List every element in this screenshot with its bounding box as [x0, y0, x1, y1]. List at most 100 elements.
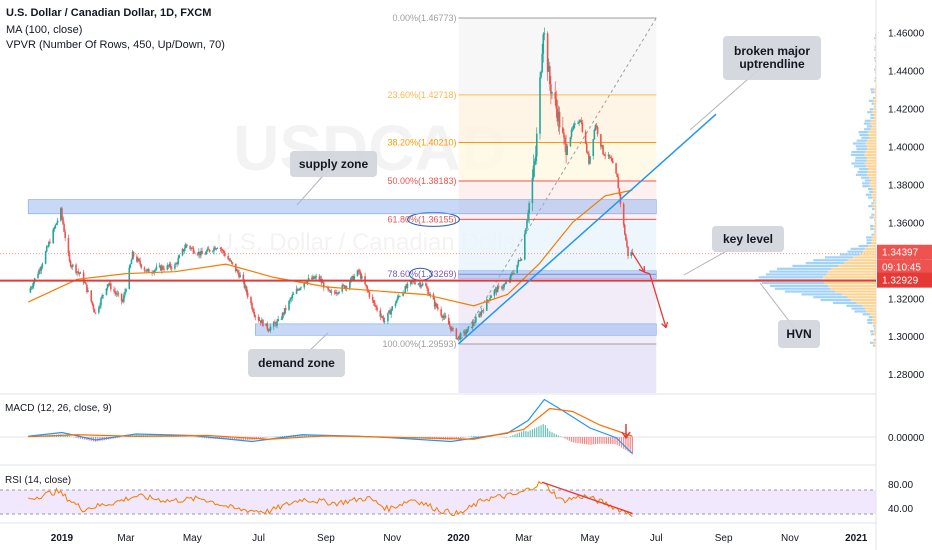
candle-body — [334, 292, 337, 294]
vp-bar-down — [875, 37, 876, 40]
candle-body — [207, 248, 210, 250]
macd-histogram-bar — [323, 436, 325, 437]
vp-bar-down — [874, 338, 876, 342]
candle-body — [625, 234, 627, 241]
candle-body — [148, 268, 150, 273]
vp-bar-up — [874, 230, 876, 233]
vp-bar-down — [868, 244, 876, 248]
vp-bar-up — [874, 327, 876, 330]
candle-body — [518, 260, 521, 261]
vp-bar-up — [846, 304, 863, 307]
fib-level-label: 23.60%(1.42718) — [387, 90, 456, 100]
supply-zone-label-box — [290, 151, 377, 177]
macd-histogram-bar — [475, 436, 477, 437]
vp-bar-up — [864, 179, 871, 182]
macd-histogram-bar — [544, 425, 547, 437]
vp-bar-down — [834, 290, 876, 293]
vp-bar-down — [867, 170, 876, 174]
vp-bar-up — [805, 261, 845, 265]
vpvr-indicator-label[interactable]: VPVR (Number Of Rows, 450, Up/Down, 70) — [6, 39, 225, 51]
candle-body — [100, 298, 102, 306]
candle-body — [434, 303, 437, 307]
candle-body — [510, 273, 513, 275]
macd-histogram-bar — [181, 436, 184, 437]
macd-histogram-bar — [531, 429, 534, 437]
candle-body — [327, 286, 329, 290]
macd-indicator-label[interactable]: MACD (12, 26, close, 9) — [5, 403, 112, 414]
candle-body — [531, 177, 534, 204]
vp-bar-down — [856, 301, 876, 305]
macd-histogram-bar — [529, 430, 531, 437]
candle-body — [105, 288, 108, 295]
vp-bar-up — [820, 298, 852, 302]
candle-body — [450, 326, 452, 331]
macd-histogram-bar — [68, 436, 71, 437]
candle-body — [220, 248, 223, 251]
candle-body — [114, 291, 116, 293]
macd-histogram-bar — [240, 437, 242, 440]
candle-body — [557, 111, 560, 122]
ma-indicator-label[interactable]: MA (100, close) — [6, 24, 83, 36]
candle-body — [98, 307, 100, 313]
candle-body — [562, 127, 564, 133]
candle-body — [85, 282, 87, 285]
vp-bar-down — [874, 102, 876, 105]
candle-body — [300, 287, 302, 289]
candle-body — [190, 247, 193, 249]
macd-histogram-bar — [627, 437, 629, 452]
vp-bar-down — [872, 190, 876, 194]
vp-bar-up — [774, 287, 831, 290]
candle-body — [593, 129, 596, 140]
vp-bar-up — [867, 318, 873, 322]
fib-level-label: 50.00%(1.38183) — [387, 176, 456, 186]
key-level-label-box — [712, 226, 784, 252]
candle-body — [338, 291, 340, 294]
vp-bar-down — [872, 196, 876, 199]
candle-body — [176, 263, 178, 265]
macd-histogram-bar — [610, 437, 612, 444]
macd-histogram-bar — [303, 434, 305, 437]
rsi-divergence-line — [541, 481, 633, 515]
rsi-indicator-label[interactable]: RSI (14, close) — [5, 475, 72, 486]
candle-body — [527, 212, 529, 221]
vp-bar-up — [813, 296, 848, 299]
candle-body — [123, 295, 125, 302]
candle-body — [184, 244, 187, 249]
candle-body — [564, 137, 566, 144]
rsi-axis-tick: 40.00 — [888, 504, 913, 515]
vp-bar-up — [874, 79, 876, 82]
candle-body — [455, 328, 458, 340]
vp-bar-down — [875, 222, 876, 225]
candle-body — [48, 241, 50, 247]
candle-body — [342, 285, 345, 286]
candle-body — [478, 313, 480, 318]
supply-zone-label-text: supply zone — [299, 157, 369, 171]
candle-body — [409, 280, 412, 284]
vp-bar-up — [862, 313, 871, 316]
vp-bar-up — [858, 244, 869, 248]
candle-body — [463, 331, 465, 334]
candle-body — [38, 269, 40, 275]
vp-bar-up — [871, 102, 875, 105]
candle-body — [489, 297, 491, 301]
vp-bar-down — [870, 179, 876, 182]
time-axis-tick: Jul — [252, 533, 265, 544]
chart-title: U.S. Dollar / Canadian Dollar, 1D, FXCM — [6, 7, 212, 19]
candle-body — [357, 270, 360, 272]
candle-body — [569, 137, 572, 146]
candle-body — [414, 282, 416, 285]
candle-body — [497, 286, 500, 288]
candle-body — [129, 264, 132, 268]
candle-body — [265, 323, 267, 327]
vp-bar-down — [873, 108, 876, 111]
macd-histogram-bar — [518, 432, 520, 437]
candle-body — [168, 263, 171, 267]
candle-body — [322, 282, 325, 288]
candle-body — [39, 269, 41, 271]
time-axis-tick: May — [581, 533, 600, 544]
vp-bar-up — [801, 293, 843, 296]
countdown-value: 09:10:45 — [882, 263, 921, 274]
countdown-tag — [877, 259, 932, 274]
macd-histogram-bar — [586, 437, 588, 445]
vp-bar-up — [864, 128, 871, 131]
